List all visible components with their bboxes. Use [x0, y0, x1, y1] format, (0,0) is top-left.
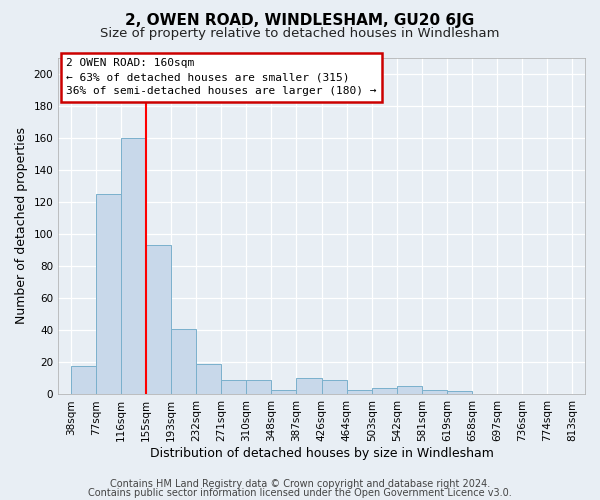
Bar: [146, 245, 171, 394]
Bar: [71, 366, 96, 394]
Bar: [296, 378, 322, 394]
Text: Contains HM Land Registry data © Crown copyright and database right 2024.: Contains HM Land Registry data © Crown c…: [110, 479, 490, 489]
Bar: [121, 138, 146, 394]
X-axis label: Distribution of detached houses by size in Windlesham: Distribution of detached houses by size …: [149, 447, 494, 460]
Bar: [271, 390, 296, 394]
Text: Contains public sector information licensed under the Open Government Licence v3: Contains public sector information licen…: [88, 488, 512, 498]
Bar: [447, 391, 472, 394]
Text: Size of property relative to detached houses in Windlesham: Size of property relative to detached ho…: [100, 28, 500, 40]
Bar: [397, 386, 422, 394]
Bar: [422, 390, 447, 394]
Bar: [372, 388, 397, 394]
Bar: [347, 390, 372, 394]
Text: 2 OWEN ROAD: 160sqm
← 63% of detached houses are smaller (315)
36% of semi-detac: 2 OWEN ROAD: 160sqm ← 63% of detached ho…: [66, 58, 377, 96]
Bar: [171, 328, 196, 394]
Y-axis label: Number of detached properties: Number of detached properties: [15, 128, 28, 324]
Bar: [96, 194, 121, 394]
Bar: [322, 380, 347, 394]
Bar: [221, 380, 247, 394]
Bar: [196, 364, 221, 394]
Text: 2, OWEN ROAD, WINDLESHAM, GU20 6JG: 2, OWEN ROAD, WINDLESHAM, GU20 6JG: [125, 12, 475, 28]
Bar: [247, 380, 271, 394]
